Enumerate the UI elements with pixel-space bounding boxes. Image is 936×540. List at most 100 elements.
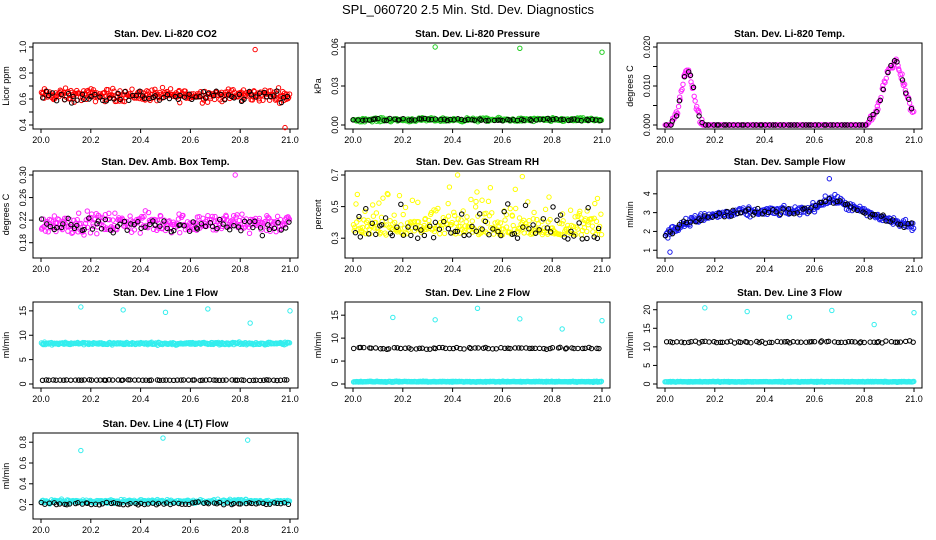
data-point-all <box>590 229 596 235</box>
data-point-selected <box>461 232 467 239</box>
data-point-all <box>468 196 474 203</box>
outlier-point <box>519 173 526 180</box>
data-point-selected <box>536 227 542 233</box>
data-point-selected <box>237 501 244 507</box>
data-point-selected <box>141 501 148 508</box>
data-point-selected <box>380 345 386 352</box>
data-point-selected <box>849 338 855 345</box>
data-point-selected <box>856 122 863 128</box>
y-tick-label: 3 <box>642 210 652 215</box>
data-point-selected <box>766 122 773 128</box>
data-point-all <box>133 95 140 101</box>
data-point-selected <box>702 122 709 128</box>
x-tick-label: 20.4 <box>756 135 774 145</box>
data-point-all <box>675 103 682 110</box>
data-point-selected <box>382 215 389 221</box>
data-point-selected <box>278 500 284 507</box>
x-tick-label: 21.0 <box>905 394 923 404</box>
data-point-selected <box>888 62 894 69</box>
data-point-all <box>901 81 908 88</box>
x-tick-label: 20.4 <box>444 135 462 145</box>
data-point-all <box>455 216 461 222</box>
y-tick-label: 0.7 <box>330 169 340 182</box>
data-point-selected <box>128 221 134 227</box>
data-point-selected <box>874 108 880 115</box>
data-point-all <box>112 210 118 216</box>
data-point-selected <box>486 232 492 238</box>
data-point-all <box>266 215 272 221</box>
data-point-selected <box>193 94 199 100</box>
data-point-selected <box>154 377 161 383</box>
data-point-selected <box>95 218 101 224</box>
data-point-selected <box>65 91 72 97</box>
data-point-all <box>546 194 552 200</box>
plot-title: Stan. Dev. Gas Stream RH <box>416 157 539 168</box>
data-point-selected <box>662 233 669 239</box>
data-point-selected <box>252 218 258 225</box>
data-point-selected <box>45 92 52 99</box>
data-point-selected <box>271 225 278 232</box>
data-point-all <box>692 213 698 219</box>
data-point-selected <box>811 338 818 345</box>
data-point-selected <box>526 226 532 232</box>
data-point-selected <box>65 215 71 222</box>
outlier-point <box>871 321 877 328</box>
data-point-selected <box>146 377 153 384</box>
plot-title: Stan. Dev. Sample Flow <box>734 157 846 168</box>
x-tick-label: 20.0 <box>344 135 362 145</box>
data-point-all <box>589 223 596 229</box>
data-point-selected <box>229 377 235 383</box>
data-point-selected <box>172 93 179 100</box>
data-point-selected <box>155 500 162 507</box>
data-point-selected <box>589 116 596 123</box>
y-tick-label: 0.020 <box>642 36 652 59</box>
data-point-selected <box>243 500 249 507</box>
data-point-all <box>576 210 582 217</box>
data-point-selected <box>557 212 564 218</box>
data-point-selected <box>168 229 174 235</box>
data-point-all <box>370 213 377 219</box>
data-point-selected <box>699 119 705 126</box>
data-point-selected <box>502 345 508 352</box>
data-point-selected <box>723 122 729 128</box>
data-point-all <box>516 215 523 221</box>
data-point-all <box>180 212 186 219</box>
data-point-selected <box>571 233 577 239</box>
data-point-selected <box>800 122 806 128</box>
data-point-all <box>62 85 69 91</box>
data-point-all <box>260 97 266 103</box>
data-point-selected <box>818 338 825 344</box>
data-point-selected <box>286 219 292 225</box>
outlier-point <box>702 305 708 311</box>
data-point-selected <box>693 218 699 225</box>
data-point-selected <box>845 339 852 345</box>
data-point-selected <box>68 221 74 228</box>
x-tick-label: 20.4 <box>756 394 774 404</box>
data-point-selected <box>571 116 577 122</box>
data-point-selected <box>174 377 181 383</box>
data-point-all <box>870 115 876 121</box>
data-point-selected <box>389 232 395 239</box>
data-point-all <box>353 219 360 225</box>
data-point-selected <box>507 117 513 123</box>
data-point-selected <box>905 220 911 227</box>
data-point-selected <box>766 339 773 346</box>
data-point-selected <box>906 96 912 102</box>
data-point-selected <box>365 231 372 237</box>
data-point-selected <box>834 198 840 205</box>
x-tick-label: 20.8 <box>231 394 249 404</box>
data-point-selected <box>806 339 813 345</box>
x-tick-label: 20.8 <box>543 264 561 274</box>
data-point-all <box>570 223 577 230</box>
data-point-selected <box>477 116 483 122</box>
data-point-all <box>497 220 504 226</box>
data-point-all <box>811 209 818 215</box>
outlier-point <box>454 172 461 178</box>
data-point-selected <box>595 225 602 232</box>
data-point-all <box>683 68 689 74</box>
data-point-selected <box>53 97 60 104</box>
outlier-point <box>786 314 793 320</box>
data-point-all <box>464 214 470 220</box>
data-point-selected <box>57 377 63 383</box>
data-point-selected <box>127 500 133 507</box>
